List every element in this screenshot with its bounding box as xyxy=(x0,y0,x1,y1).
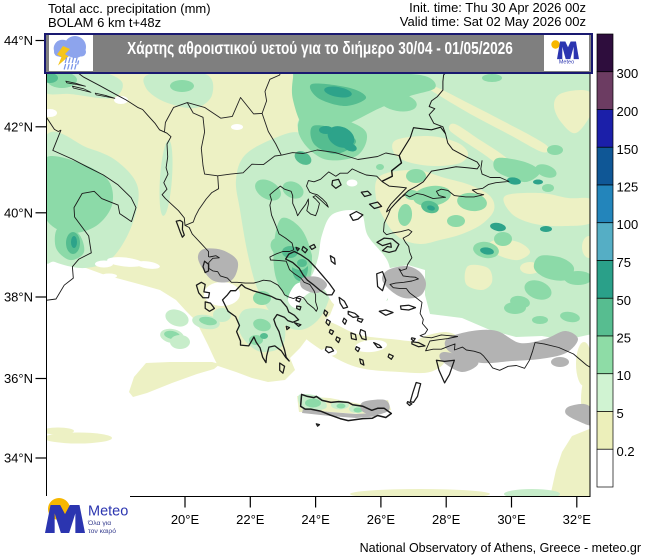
svg-text:38°N: 38°N xyxy=(4,290,33,305)
svg-text:22°E: 22°E xyxy=(236,512,265,527)
svg-text:34°N: 34°N xyxy=(4,451,33,466)
svg-text:200: 200 xyxy=(617,104,639,119)
svg-text:44°N: 44°N xyxy=(4,33,33,48)
svg-text:τον καιρό: τον καιρό xyxy=(88,527,116,535)
svg-text:Meteo: Meteo xyxy=(88,504,128,520)
svg-text:100: 100 xyxy=(617,217,639,232)
svg-text:30°E: 30°E xyxy=(497,512,526,527)
svg-text:10: 10 xyxy=(617,368,631,383)
svg-text:40°N: 40°N xyxy=(4,205,33,220)
svg-text:25: 25 xyxy=(617,331,631,346)
svg-text:20°E: 20°E xyxy=(171,512,200,527)
svg-text:300: 300 xyxy=(617,66,639,81)
svg-text:0.2: 0.2 xyxy=(617,444,635,459)
svg-text:24°E: 24°E xyxy=(301,512,330,527)
svg-text:50: 50 xyxy=(617,293,631,308)
svg-text:28°E: 28°E xyxy=(432,512,461,527)
svg-text:42°N: 42°N xyxy=(4,119,33,134)
svg-text:75: 75 xyxy=(617,255,631,270)
svg-text:5: 5 xyxy=(617,406,624,421)
svg-text:32°E: 32°E xyxy=(563,512,592,527)
svg-text:125: 125 xyxy=(617,180,639,195)
svg-text:26°E: 26°E xyxy=(367,512,396,527)
svg-text:36°N: 36°N xyxy=(4,371,33,386)
svg-text:Όλα για: Όλα για xyxy=(87,520,111,527)
svg-text:150: 150 xyxy=(617,142,639,157)
svg-text:Meteo: Meteo xyxy=(559,60,574,66)
